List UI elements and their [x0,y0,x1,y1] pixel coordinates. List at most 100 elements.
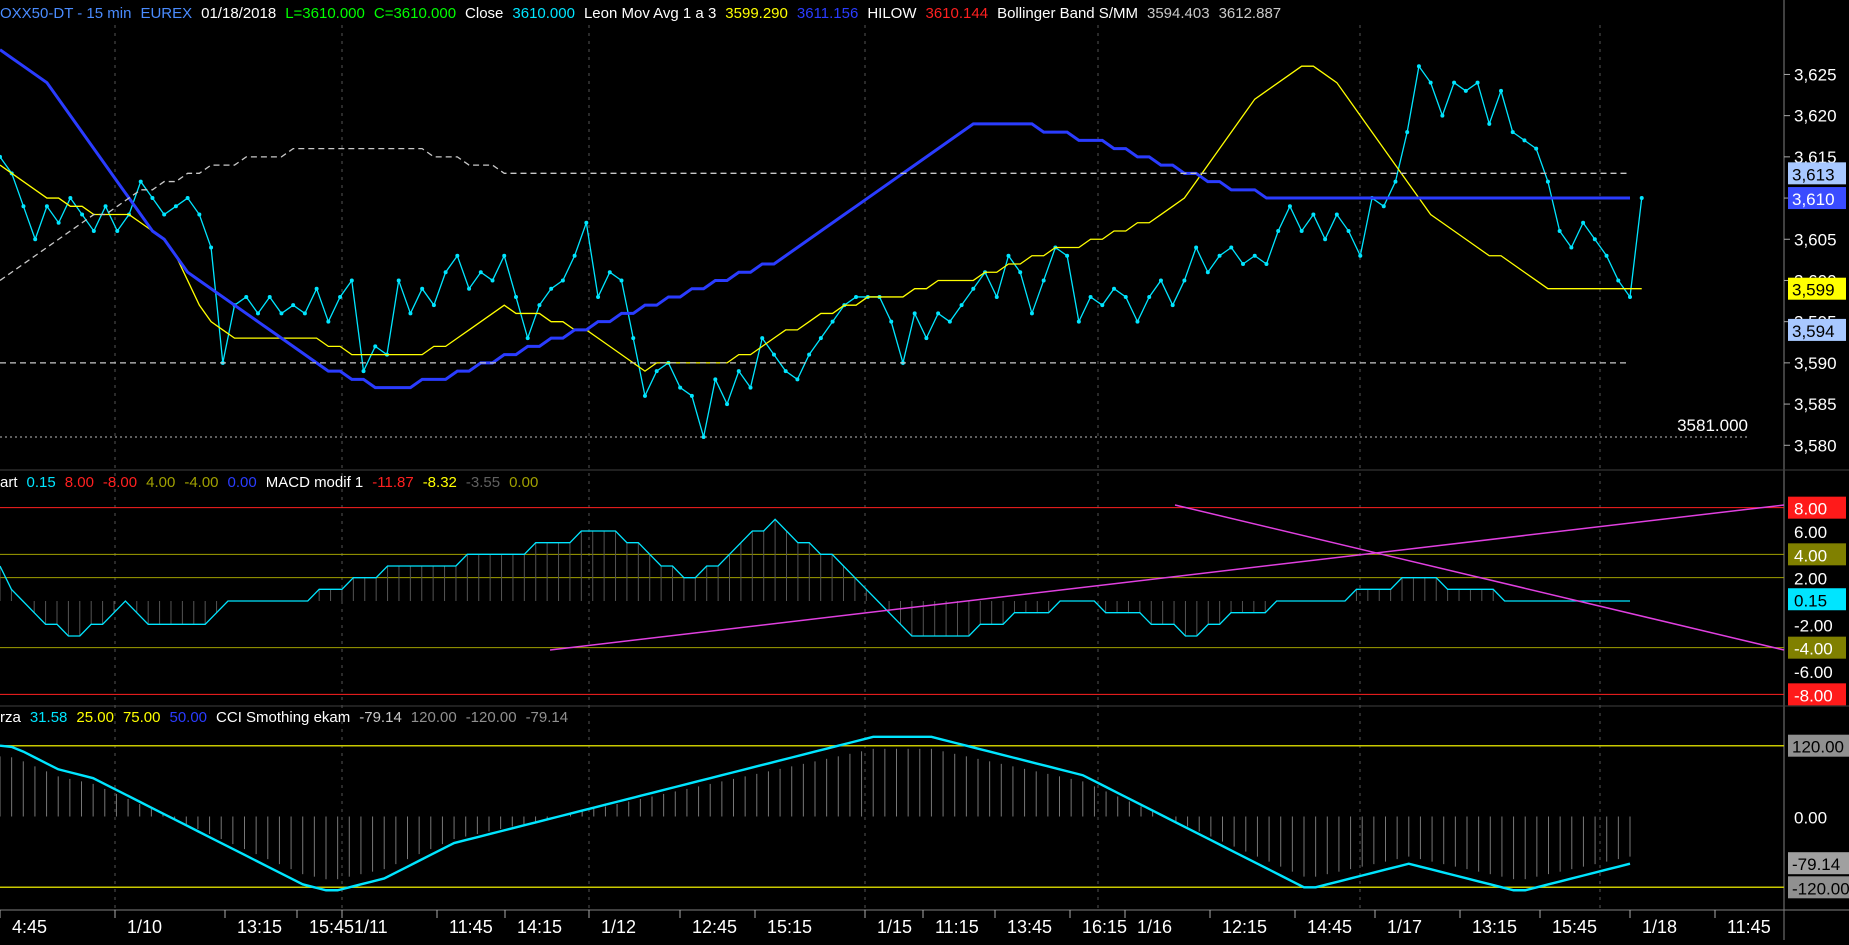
close-point [1581,220,1586,225]
x-tick-label: 12:15 [1222,917,1267,937]
close-point [537,303,542,308]
close-point [185,196,190,201]
price-series-close [0,64,1643,438]
x-tick-label: 1/12 [601,917,636,937]
x-tick-label: 13:15 [237,917,282,937]
price-axis-tag [1788,277,1846,300]
macd-axis-tag-label: 0.15 [1794,591,1827,610]
cci-header-item: 120.00 [410,709,457,726]
macd-header: art 0.15 8.00 -8.00 4.00 -4.00 0.00 MACD modif … [0,474,547,491]
price-y-tick-label: 3,580 [1794,436,1837,455]
close-point [830,319,835,324]
macd-axis-tag [1788,496,1846,519]
price-series-bollinger_upper [0,147,1630,281]
price-header-item: EUREX [140,5,193,22]
close-point [1545,179,1550,184]
macd-header-item: -8.00 [102,474,138,491]
x-tick-label: 13:15 [1472,917,1517,937]
price-header-item: L=3610.000 [285,5,365,22]
close-point [889,319,894,324]
close-point [689,393,694,398]
macd-axis-tag-label: 4.00 [1794,546,1827,565]
price-header-item: C=3610.000 [373,5,457,22]
macd-header-item: -3.55 [465,474,501,491]
macd-axis-tag [1788,636,1846,659]
close-point [1499,88,1504,93]
close-point [1299,229,1304,234]
close-point [807,352,812,357]
price-axis-tag [1788,162,1846,185]
x-tick-label: 1/18 [1642,917,1677,937]
x-tick-label: 1/11 [354,917,388,937]
cci-header-item: -79.14 [359,709,402,726]
close-point [138,179,143,184]
close-point [502,253,507,258]
macd-y-tick-label: -6.00 [1794,663,1833,682]
x-tick-label: 11:45 [449,917,493,937]
close-point [642,393,647,398]
x-tick-label: 15:45 [309,917,354,937]
x-tick-label: 1/16 [1137,917,1172,937]
price-header-item: 01/18/2018 [201,5,277,22]
cci-header-item: 31.58 [29,709,68,726]
cci-axis-tag-label: -120.00 [1792,879,1849,898]
close-point [255,311,260,316]
macd-header-item: 0.00 [509,474,539,491]
cci-header-item: 50.00 [169,709,208,726]
close-point [209,245,214,250]
macd-axis-tag [1788,588,1846,611]
cci-header-item: -120.00 [465,709,517,726]
close-point [1006,253,1011,258]
macd-header-item: -4.00 [184,474,219,491]
close-point [924,336,929,341]
close-point [408,311,413,316]
price-y-tick-label: 3,625 [1794,65,1837,84]
close-point [33,237,38,242]
close-point [1018,270,1023,275]
price-y-tick-label: 3,585 [1794,395,1837,414]
close-point [1639,196,1644,201]
close-point [959,303,964,308]
close-point [725,402,730,407]
close-point [1135,319,1140,324]
price-y-tick-label: 3,615 [1794,148,1837,167]
cci-axis-tag [1788,852,1849,875]
close-point [1452,80,1457,85]
price-axis-tag [1788,318,1846,341]
close-point [91,229,96,234]
close-point [912,311,917,316]
close-point [1393,179,1398,184]
close-point [631,336,636,341]
close-point [947,319,952,324]
macd-axis-tag-label: -4.00 [1794,640,1833,659]
cci-header-item: 75.00 [122,709,161,726]
close-point [420,286,425,291]
cci-header-item: 25.00 [76,709,114,726]
close-point [1041,278,1046,283]
close-point [1287,204,1292,209]
close-point [771,352,776,357]
close-point [1170,303,1175,308]
close-point [596,294,601,299]
close-point [1205,270,1210,275]
macd-y-tick-label: -2.00 [1794,616,1833,635]
close-point [349,278,354,283]
macd-axis-tag [1788,683,1846,706]
close-point [1088,294,1093,299]
cci-axis-tag [1788,734,1849,757]
cci-header-item: -79.14 [525,709,569,726]
close-point [244,294,249,299]
x-tick-label: 1/10 [127,917,162,937]
close-point [80,212,85,217]
cci-header: rza 31.58 25.00 75.00 50.00 CCI Smothing ekam… [0,709,577,726]
close-point [1628,294,1632,299]
close-point [443,270,448,275]
macd-axis-tag [1788,543,1846,566]
close-point [1029,311,1034,316]
macd-header-item: -11.87 [372,474,414,491]
x-tick-label: 11:45 [1727,917,1771,937]
price-header-item: 3594.403 [1146,5,1210,22]
close-point [1381,204,1386,209]
